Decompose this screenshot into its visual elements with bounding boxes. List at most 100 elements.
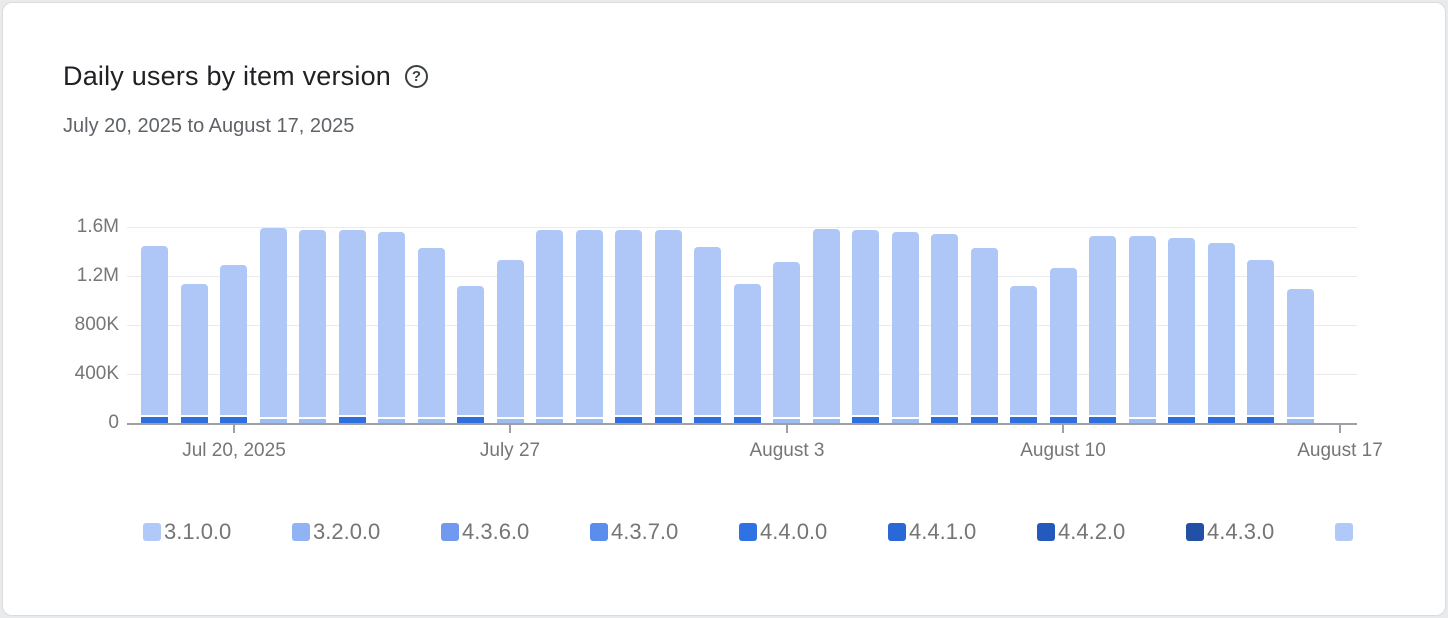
bar-aug-6[interactable] [892, 232, 919, 423]
x-axis-label: August 3 [749, 440, 825, 461]
bar-main-segment [220, 265, 247, 415]
bar-jul-24[interactable] [378, 232, 405, 423]
bar-jul-29[interactable] [576, 230, 603, 423]
legend-item-4.3.7.0: 4.3.7.0 [590, 519, 739, 545]
bar-jul-22[interactable] [299, 230, 326, 423]
x-axis-label: July 27 [479, 440, 541, 461]
bar-bottom-segment [1089, 417, 1116, 423]
legend-label: 3.2.0.0 [313, 519, 381, 544]
legend-swatch [888, 523, 906, 541]
bar-aug-11[interactable] [1089, 236, 1116, 423]
legend-swatch [1335, 523, 1353, 541]
daily-users-chart: 1.6M 1.2M 800K 400K 0 Jul 20, 2025 July 27 Aug… [3, 198, 1445, 488]
bar-bottom-segment [418, 419, 445, 423]
date-range-subtitle: July 20, 2025 to August 17, 2025 [63, 115, 355, 137]
bar-aug-12[interactable] [1129, 236, 1156, 423]
bar-jul-19[interactable] [181, 284, 208, 423]
bar-bottom-segment [813, 419, 840, 423]
bar-aug-14[interactable] [1208, 243, 1235, 423]
legend-label: 3.1.0.0 [164, 519, 232, 544]
bar-main-segment [418, 248, 445, 417]
bar-main-segment [773, 262, 800, 417]
legend-swatch [1186, 523, 1204, 541]
bar-bottom-segment [892, 419, 919, 423]
legend-label: 4.4.3.0 [1207, 519, 1275, 544]
bar-jul-30[interactable] [615, 230, 642, 423]
y-axis-label: 0 [108, 412, 119, 433]
bar-bottom-segment [497, 419, 524, 423]
legend-swatch [292, 523, 310, 541]
bar-jul-27[interactable] [497, 260, 524, 423]
bar-bottom-segment [1050, 417, 1077, 423]
bar-bottom-segment [1168, 417, 1195, 423]
bar-aug-15[interactable] [1247, 260, 1274, 423]
bar-aug-5[interactable] [852, 230, 879, 423]
bar-main-segment [1010, 286, 1037, 415]
bar-bottom-segment [457, 417, 484, 423]
legend-item-4.3.6.0: 4.3.6.0 [441, 519, 590, 545]
bar-jul-28[interactable] [536, 230, 563, 423]
bar-bottom-segment [299, 419, 326, 423]
bar-aug-3[interactable] [773, 262, 800, 423]
bar-main-segment [181, 284, 208, 415]
bar-aug-1[interactable] [694, 247, 721, 423]
bar-aug-13[interactable] [1168, 238, 1195, 423]
bar-main-segment [892, 232, 919, 417]
bar-aug-7[interactable] [931, 234, 958, 423]
bar-main-segment [141, 246, 168, 415]
bar-bottom-segment [734, 417, 761, 423]
chart-header: Daily users by item version ? [63, 59, 429, 93]
page-title: Daily users by item version [63, 61, 392, 91]
bar-main-segment [1050, 268, 1077, 415]
bar-bottom-segment [576, 419, 603, 423]
bar-main-segment [1089, 236, 1116, 415]
bar-jul-26[interactable] [457, 286, 484, 423]
bar-aug-9[interactable] [1010, 286, 1037, 423]
bar-main-segment [615, 230, 642, 415]
bar-main-segment [260, 228, 287, 417]
legend-item-3.2.0.0: 3.2.0.0 [292, 519, 441, 545]
y-axis-label: 1.2M [76, 265, 119, 286]
x-axis-tick [786, 425, 788, 433]
legend-swatch [1037, 523, 1055, 541]
legend-label: 4.4.0.0 [760, 519, 828, 544]
bar-bottom-segment [141, 417, 168, 423]
bar-main-segment [1129, 236, 1156, 417]
bar-main-segment [497, 260, 524, 417]
bar-jul-31[interactable] [655, 230, 682, 423]
x-axis-tick [1062, 425, 1064, 433]
bar-main-segment [536, 230, 563, 417]
bar-main-segment [1287, 289, 1314, 417]
bar-bottom-segment [220, 417, 247, 423]
bar-aug-2[interactable] [734, 284, 761, 423]
bar-aug-10[interactable] [1050, 268, 1077, 423]
bar-bottom-segment [1208, 417, 1235, 423]
bar-main-segment [576, 230, 603, 417]
bar-main-segment [378, 232, 405, 417]
x-axis-label: August 10 [1020, 440, 1106, 461]
bar-jul-18[interactable] [141, 246, 168, 423]
bar-bottom-segment [260, 419, 287, 423]
legend-label: 4.4.2.0 [1058, 519, 1126, 544]
help-icon[interactable]: ? [405, 64, 429, 88]
legend: 3.1.0.0 3.2.0.0 4.3.6.0 4.3.7.0 4.4.0.0 4.4.1… [143, 516, 1445, 548]
bar-main-segment [299, 230, 326, 417]
legend-swatch [143, 523, 161, 541]
bar-main-segment [339, 230, 366, 415]
bar-jul-23[interactable] [339, 230, 366, 423]
bar-bottom-segment [339, 417, 366, 423]
bar-aug-8[interactable] [971, 248, 998, 423]
legend-swatch [590, 523, 608, 541]
bar-main-segment [655, 230, 682, 415]
bar-bottom-segment [536, 419, 563, 423]
bar-main-segment [457, 286, 484, 415]
bar-jul-25[interactable] [418, 248, 445, 423]
bar-aug-4[interactable] [813, 229, 840, 423]
bar-jul-20[interactable] [220, 265, 247, 423]
bar-aug-16[interactable] [1287, 289, 1314, 423]
bar-main-segment [813, 229, 840, 417]
bar-main-segment [1168, 238, 1195, 415]
legend-label: 4.4.1.0 [909, 519, 977, 544]
bar-jul-21[interactable] [260, 228, 287, 423]
gridline [127, 227, 1357, 228]
